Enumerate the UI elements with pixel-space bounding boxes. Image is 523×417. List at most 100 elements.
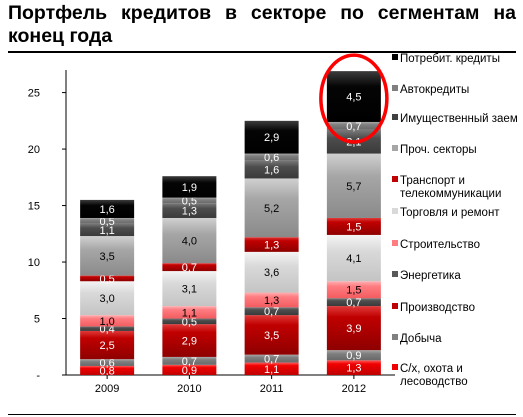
plot-area: -5101520250,80,62,50,41,03,00,53,51,10,5… <box>28 53 395 395</box>
y-tick-label: 15 <box>28 201 40 213</box>
bar-segment-автокредиты-2012 <box>326 121 381 130</box>
bar-segment-торговля-и-ремонт-2010 <box>162 271 217 307</box>
bar-segment-транспорт-и-телекоммуникации-2011 <box>244 237 299 252</box>
x-tick-label: 2012 <box>342 383 366 395</box>
bar-segment-строительство-2009 <box>80 315 135 327</box>
bar-segment-проч-секторы-2009 <box>80 236 135 276</box>
data-label: 0,7 <box>182 262 197 274</box>
bar-segment-энергетика-2010 <box>162 318 217 325</box>
bar-segment-с-х-охота-и-лесоводство-2011 <box>244 362 299 375</box>
legend-swatch-транспорт-и-телекоммуникации <box>392 176 398 182</box>
bar-segment-строительство-2012 <box>326 281 381 299</box>
data-label: 1,9 <box>182 182 197 194</box>
bar-segment-имущественный-заем-2011 <box>244 160 299 179</box>
data-label: 0,4 <box>99 324 114 336</box>
bar-segment-с-х-охота-и-лесоводство-2010 <box>162 364 217 375</box>
bar-segment-имущественный-заем-2009 <box>80 223 135 237</box>
legend: Потребит. кредиты Автокредиты Имущественны… <box>392 53 518 388</box>
bar-segment-добыча-2009 <box>80 359 135 366</box>
bar-segment-добыча-2012 <box>326 350 381 361</box>
data-label: 3,5 <box>264 330 279 342</box>
bar-segment-автокредиты-2011 <box>244 153 299 161</box>
bar-segment-энергетика-2009 <box>80 326 135 331</box>
legend-label-строительство: Строительство <box>400 239 480 251</box>
bar-segment-проч-секторы-2012 <box>326 153 381 218</box>
data-label: 1,1 <box>264 364 279 376</box>
data-label: 1,5 <box>346 221 361 233</box>
bar-segment-проч-секторы-2010 <box>162 217 217 264</box>
data-label: 3,0 <box>99 293 114 305</box>
bar-segment-автокредиты-2010 <box>162 197 217 204</box>
bar-segment-проч-секторы-2011 <box>244 178 299 238</box>
bar-segment-торговля-и-ремонт-2012 <box>326 234 381 282</box>
data-label: 1,3 <box>346 363 361 375</box>
legend-label-энергетика: Энергетика <box>400 270 461 282</box>
bar-segment-потребит-кредиты-2012 <box>326 71 381 122</box>
y-tick-label: 25 <box>28 88 40 100</box>
x-tick-label: 2010 <box>177 383 201 395</box>
legend-label-производство: Производство <box>400 302 475 314</box>
data-label: 0,7 <box>182 356 197 368</box>
bar-segment-имущественный-заем-2010 <box>162 203 217 218</box>
data-label: 0,6 <box>264 152 279 164</box>
bar-segment-производство-2010 <box>162 324 217 357</box>
data-label: 1,1 <box>182 307 197 319</box>
bar-segment-потребит-кредиты-2009 <box>80 199 135 218</box>
legend-label-потребит-кредиты: Потребит. кредиты <box>400 53 500 65</box>
footer-rule <box>8 414 516 415</box>
legend-swatch-производство <box>392 303 398 309</box>
data-label: 3,1 <box>182 284 197 296</box>
legend-label-имущественный-заем: Имущественный заем <box>400 113 518 125</box>
data-label: 0,5 <box>182 316 197 328</box>
bar-segment-добыча-2011 <box>244 354 299 363</box>
legend-swatch-потребит-кредиты <box>392 54 398 60</box>
y-tick-label: - <box>36 370 40 382</box>
data-label: 0,9 <box>346 350 361 362</box>
data-label: 5,7 <box>346 181 361 193</box>
bar-segment-торговля-и-ремонт-2009 <box>80 281 135 316</box>
bar-segment-с-х-охота-и-лесоводство-2012 <box>326 360 381 375</box>
bar-segment-автокредиты-2009 <box>80 217 135 224</box>
bar-segment-транспорт-и-телекоммуникации-2009 <box>80 275 135 282</box>
x-tick-label: 2011 <box>260 383 284 395</box>
data-label: 3,6 <box>264 267 279 279</box>
data-label: 2,9 <box>182 336 197 348</box>
legend-swatch-добыча <box>392 334 398 340</box>
bar-segment-транспорт-и-телекоммуникации-2012 <box>326 217 381 235</box>
legend-swatch-имущественный-заем <box>392 114 398 120</box>
data-label: 3,9 <box>346 323 361 335</box>
x-tick-label: 2009 <box>95 383 119 395</box>
legend-label-торговля-и-ремонт: Торговля и ремонт <box>400 207 500 219</box>
data-label: 1,3 <box>264 240 279 252</box>
data-label: 0,5 <box>99 273 114 285</box>
bar-segment-с-х-охота-и-лесоводство-2009 <box>80 365 135 375</box>
bar-segment-строительство-2010 <box>162 306 217 319</box>
y-tick-label: 5 <box>34 314 40 326</box>
highlight-ellipse <box>319 53 389 144</box>
legend-swatch-с-х-охота-и-лесоводство <box>392 364 398 370</box>
legend-swatch-автокредиты <box>392 85 398 91</box>
data-label: 2,5 <box>99 340 114 352</box>
data-label: 0,7 <box>346 121 361 133</box>
data-label: 0,7 <box>346 297 361 309</box>
data-label: 0,5 <box>99 216 114 228</box>
bar-segment-производство-2012 <box>326 306 381 351</box>
data-label: 0,8 <box>99 365 114 377</box>
bar-segment-потребит-кредиты-2010 <box>162 176 217 198</box>
legend-swatch-энергетика <box>392 271 398 277</box>
data-label: 4,0 <box>182 236 197 248</box>
data-label: 3,5 <box>99 251 114 263</box>
legend-swatch-торговля-и-ремонт <box>392 208 398 214</box>
bar-segment-производство-2009 <box>80 330 135 360</box>
bar-segment-добыча-2010 <box>162 356 217 365</box>
data-label: 1,5 <box>346 285 361 297</box>
data-label: 1,3 <box>264 295 279 307</box>
legend-label-с-х-охота-и-лесоводство: С/х, охота и лесоводство <box>400 363 468 388</box>
bar-segment-производство-2011 <box>244 315 299 355</box>
data-label: 2,9 <box>264 132 279 144</box>
data-label: 1,3 <box>182 206 197 218</box>
legend-swatch-строительство <box>392 240 398 246</box>
data-label: 0,5 <box>182 195 197 207</box>
bar-segment-торговля-и-ремонт-2011 <box>244 251 299 293</box>
data-label: 0,7 <box>264 354 279 366</box>
